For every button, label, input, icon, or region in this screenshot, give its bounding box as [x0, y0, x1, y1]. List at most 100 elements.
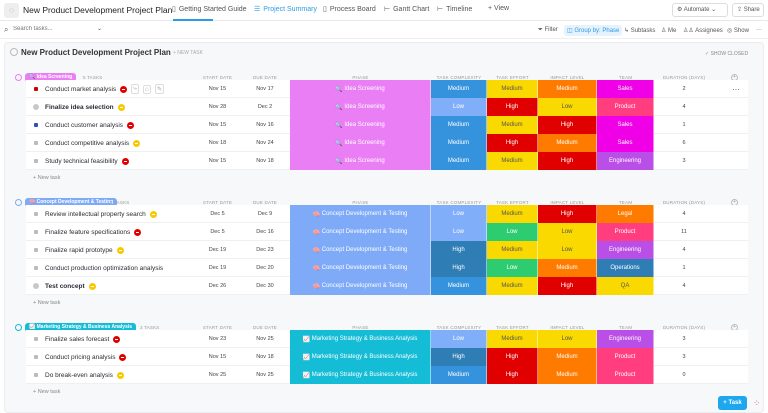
status-icon[interactable]: [33, 283, 39, 289]
impact-cell[interactable]: Low: [538, 223, 597, 241]
start-date[interactable]: Dec 5: [210, 229, 225, 235]
task-name[interactable]: Conduct competitive analysis: [45, 139, 130, 147]
phase-cell[interactable]: 🔍 Idea Screening: [290, 98, 431, 116]
show-button[interactable]: ◎ Show: [727, 28, 749, 34]
task-name[interactable]: Finalize sales forecast: [45, 335, 110, 343]
task-row[interactable]: Test concept Dec 26 Dec 30 🧠 Concept Develo…: [26, 277, 748, 295]
chevron-down-icon[interactable]: ⌄: [97, 26, 103, 32]
effort-cell[interactable]: Medium: [487, 116, 538, 134]
team-cell[interactable]: Sales: [597, 134, 654, 152]
tab-timeline[interactable]: ⊢ Timeline: [437, 5, 472, 14]
effort-cell[interactable]: Medium: [487, 152, 538, 170]
phase-cell[interactable]: 📈 Marketing Strategy & Business Analysis: [290, 330, 431, 348]
task-name[interactable]: Review intellectual property search: [45, 210, 146, 218]
start-date[interactable]: Dec 19: [208, 265, 227, 271]
apps-icon[interactable]: ⁘: [753, 398, 761, 408]
task-name-cell[interactable]: Test concept: [45, 277, 96, 295]
due-date[interactable]: Nov 18: [256, 158, 274, 164]
task-row[interactable]: Finalize idea selection Nov 28 Dec 2 🔍 Idea…: [26, 98, 748, 116]
status-icon[interactable]: [34, 87, 38, 91]
edit-icon[interactable]: ✎: [154, 84, 165, 94]
column-header-complexity[interactable]: TASK COMPLEXITY: [436, 75, 482, 80]
column-header-due[interactable]: DUE DATE: [252, 325, 278, 330]
task-row[interactable]: Finalize feature specifications Dec 5 Dec …: [26, 223, 748, 241]
priority-normal-icon[interactable]: [133, 139, 141, 147]
column-header-duration[interactable]: DURATION (DAYS): [662, 325, 706, 330]
impact-cell[interactable]: High: [538, 277, 597, 295]
row-menu-icon[interactable]: ···: [732, 84, 740, 94]
task-name-cell[interactable]: Do break-even analysis: [45, 366, 124, 384]
impact-cell[interactable]: Low: [538, 330, 597, 348]
task-name-cell[interactable]: Conduct production optimization analysis: [45, 259, 163, 277]
effort-cell[interactable]: High: [487, 98, 538, 116]
due-date[interactable]: Nov 25: [256, 336, 274, 342]
complexity-cell[interactable]: Medium: [431, 116, 487, 134]
start-date[interactable]: Nov 18: [208, 140, 227, 146]
column-header-impact[interactable]: IMPACT LEVEL: [550, 75, 585, 80]
phase-cell[interactable]: 🔍 Idea Screening: [290, 116, 431, 134]
status-icon[interactable]: [34, 212, 38, 216]
duration-cell[interactable]: 2: [682, 86, 686, 92]
duration-cell[interactable]: 1: [682, 122, 686, 128]
complexity-cell[interactable]: Medium: [431, 152, 487, 170]
task-row[interactable]: Review intellectual property search Dec 5…: [26, 205, 748, 223]
due-date[interactable]: Nov 18: [256, 354, 274, 360]
duration-cell[interactable]: 4: [682, 104, 686, 110]
duration-cell[interactable]: 4: [682, 211, 686, 217]
show-closed-button[interactable]: ✓ SHOW CLOSED: [705, 51, 749, 57]
task-name[interactable]: Study technical feasibility: [45, 157, 118, 165]
more-icon[interactable]: ···: [756, 27, 762, 33]
phase-cell[interactable]: 📈 Marketing Strategy & Business Analysis: [290, 348, 431, 366]
task-name[interactable]: Conduct production optimization analysis: [45, 264, 164, 272]
task-name[interactable]: Conduct market analysis: [45, 85, 117, 93]
task-row[interactable]: Conduct production optimization analysis…: [26, 259, 748, 277]
new-task-row-button[interactable]: + New task: [33, 389, 61, 395]
priority-urgent-icon[interactable]: [119, 353, 127, 361]
phase-cell[interactable]: 🧠 Concept Development & Testing: [290, 241, 431, 259]
due-date[interactable]: Nov 17: [256, 86, 274, 92]
team-cell[interactable]: Product: [597, 223, 654, 241]
group-collapse-icon[interactable]: [15, 324, 22, 331]
effort-cell[interactable]: Medium: [487, 205, 538, 223]
effort-cell[interactable]: Medium: [487, 80, 538, 98]
impact-cell[interactable]: Medium: [538, 80, 597, 98]
team-cell[interactable]: Engineering: [597, 152, 654, 170]
team-cell[interactable]: Engineering: [597, 330, 654, 348]
status-icon[interactable]: [33, 104, 39, 110]
task-name[interactable]: Conduct customer analysis: [45, 121, 124, 129]
space-icon[interactable]: ◌: [4, 3, 19, 18]
task-row[interactable]: Finalize rapid prototype Dec 19 Dec 23 🧠 Co…: [26, 241, 748, 259]
task-name-cell[interactable]: Finalize idea selection: [45, 98, 125, 116]
complexity-cell[interactable]: Low: [431, 223, 487, 241]
duration-cell[interactable]: 3: [682, 158, 686, 164]
column-header-team[interactable]: TEAM: [618, 200, 633, 205]
due-date[interactable]: Nov 25: [256, 372, 274, 378]
group-label[interactable]: 🔍 Idea Screening: [25, 73, 77, 82]
group-label[interactable]: 📈 Marketing Strategy & Business Analysis: [25, 323, 137, 332]
impact-cell[interactable]: Medium: [538, 134, 597, 152]
column-header-impact[interactable]: IMPACT LEVEL: [550, 200, 585, 205]
phase-cell[interactable]: 🔍 Idea Screening: [290, 152, 431, 170]
effort-cell[interactable]: Low: [487, 259, 538, 277]
complexity-cell[interactable]: Low: [431, 330, 487, 348]
team-cell[interactable]: Product: [597, 348, 654, 366]
task-name[interactable]: Finalize feature specifications: [45, 228, 131, 236]
column-header-start[interactable]: START DATE: [202, 200, 233, 205]
task-row[interactable]: Conduct customer analysis Nov 15 Nov 16 🔍 I…: [26, 116, 748, 134]
duration-cell[interactable]: 3: [682, 354, 686, 360]
priority-normal-icon[interactable]: [117, 103, 125, 111]
subtasks-button[interactable]: ↳ Subtasks: [624, 28, 656, 34]
task-name-cell[interactable]: Finalize sales forecast: [45, 330, 121, 348]
tag-icon[interactable]: ⌂: [142, 84, 151, 94]
collapse-icon[interactable]: [10, 48, 18, 56]
due-date[interactable]: Dec 16: [256, 229, 274, 235]
status-icon[interactable]: [34, 230, 38, 234]
task-name[interactable]: Finalize rapid prototype: [45, 246, 113, 254]
column-header-effort[interactable]: TASK EFFORT: [496, 75, 529, 80]
team-cell[interactable]: Legal: [597, 205, 654, 223]
impact-cell[interactable]: Medium: [538, 259, 597, 277]
impact-cell[interactable]: High: [538, 152, 597, 170]
task-row[interactable]: Finalize sales forecast Nov 23 Nov 25 📈 Mar…: [26, 330, 748, 348]
tab-getting-started-guide[interactable]: ▯ Getting Started Guide: [172, 5, 247, 14]
new-task-row-button[interactable]: + New task: [33, 175, 61, 181]
